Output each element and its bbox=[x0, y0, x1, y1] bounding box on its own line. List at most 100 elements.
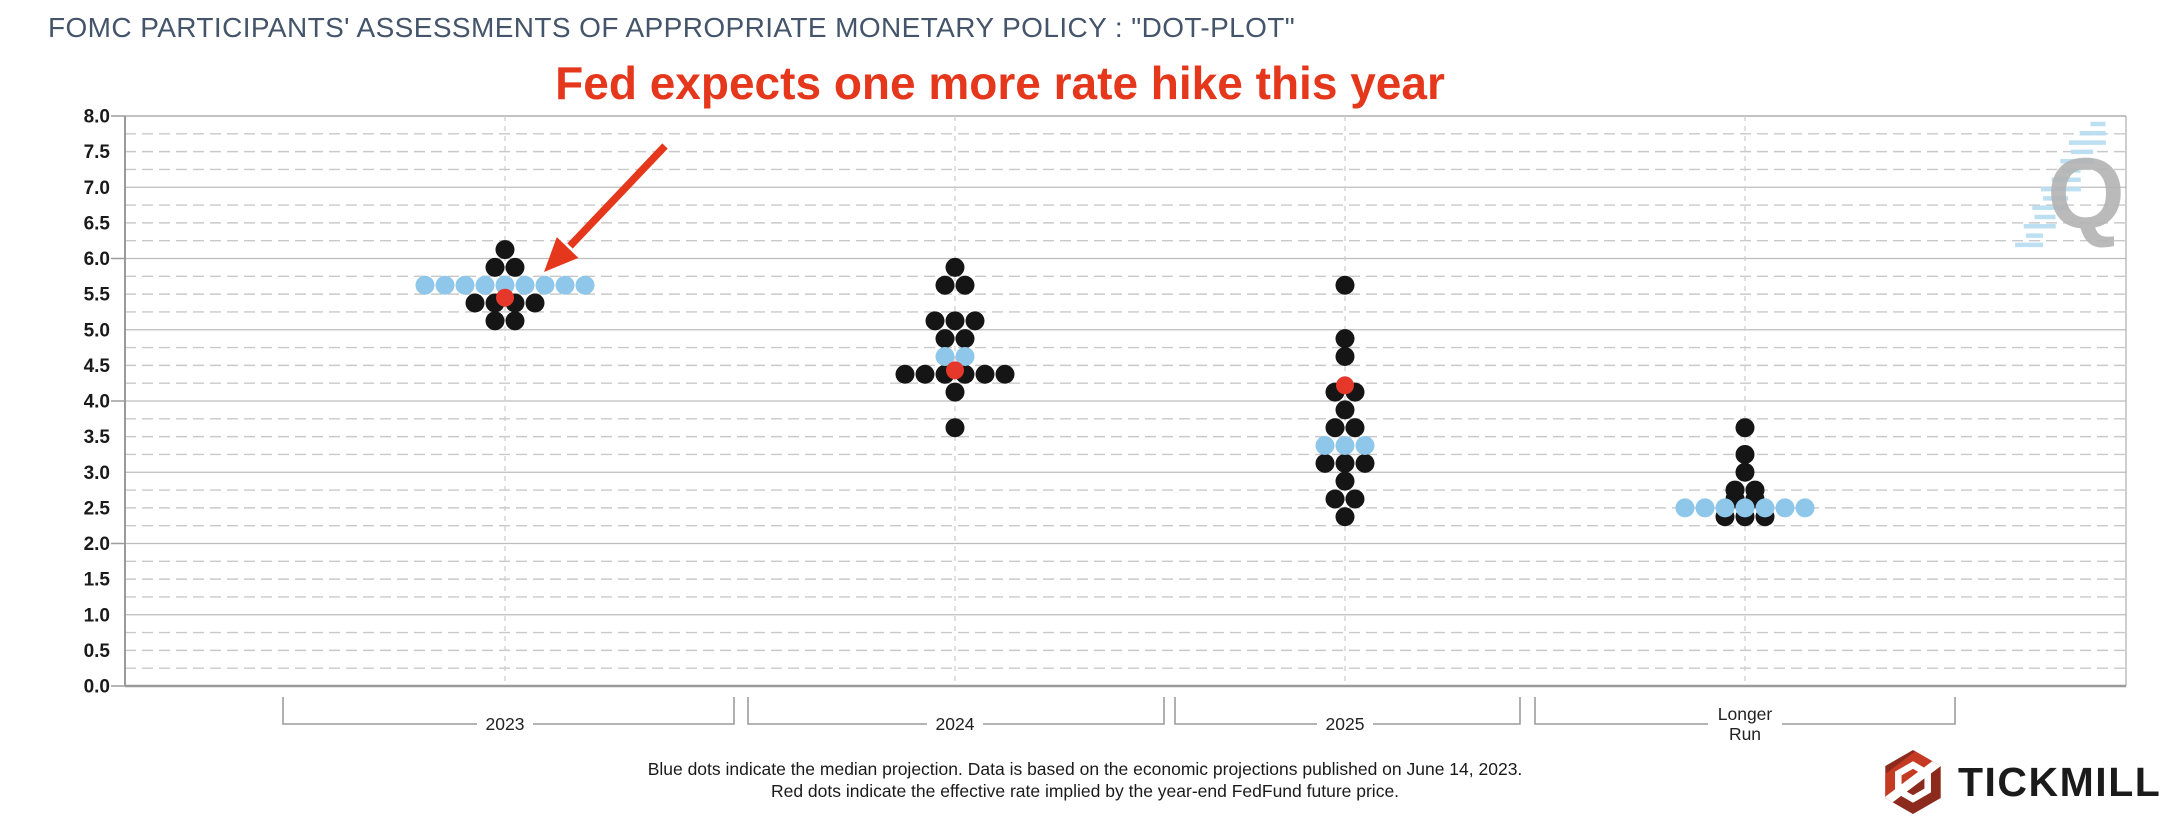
dot-black bbox=[945, 418, 965, 438]
brand-logo: TICKMILL bbox=[1880, 748, 2170, 816]
dot-blue-median bbox=[535, 275, 555, 295]
x-axis-group-label: 2024 bbox=[936, 714, 975, 734]
y-axis-tick-label: 3.0 bbox=[84, 463, 110, 484]
dot-black bbox=[1735, 462, 1755, 482]
dot-black bbox=[505, 311, 525, 331]
dot-black bbox=[1335, 471, 1355, 491]
dot-blue-median bbox=[1795, 498, 1815, 518]
dot-blue-median bbox=[435, 275, 455, 295]
x-axis-group-label: 2025 bbox=[1326, 714, 1365, 734]
y-axis-tick-label: 7.0 bbox=[84, 178, 110, 199]
footer-note-red: Red dots indicate the effective rate imp… bbox=[770, 781, 1400, 801]
dot-black bbox=[525, 293, 545, 313]
watermark-letter: Q bbox=[2047, 138, 2125, 250]
dot-black bbox=[935, 275, 955, 295]
dot-blue-median bbox=[955, 346, 975, 366]
y-axis-tick-label: 4.0 bbox=[84, 392, 110, 413]
dot-black bbox=[945, 311, 965, 331]
dot-black bbox=[485, 311, 505, 331]
dot-black bbox=[1315, 453, 1335, 473]
y-axis-tick-label: 6.5 bbox=[84, 213, 111, 234]
dot-blue-median bbox=[1675, 498, 1695, 518]
dot-black bbox=[945, 257, 965, 277]
dot-black bbox=[495, 240, 515, 260]
dot-black bbox=[955, 275, 975, 295]
dot-blue-median bbox=[1735, 498, 1755, 518]
dot-blue-median bbox=[1695, 498, 1715, 518]
dot-black bbox=[1735, 418, 1755, 438]
y-axis-tick-label: 8.0 bbox=[84, 107, 110, 128]
tickmill-hexagon-icon bbox=[1885, 750, 1941, 814]
y-axis-tick-label: 0.5 bbox=[84, 641, 111, 662]
dot-black bbox=[1735, 444, 1755, 464]
dot-blue-median bbox=[1755, 498, 1775, 518]
dot-black bbox=[1345, 489, 1365, 509]
chart-title: FOMC PARTICIPANTS' ASSESSMENTS OF APPROP… bbox=[48, 12, 1296, 43]
dot-black bbox=[975, 364, 995, 384]
annotation-arrow-shaft bbox=[567, 143, 668, 249]
dot-blue-median bbox=[1315, 436, 1335, 456]
dot-blue-median bbox=[1775, 498, 1795, 518]
x-axis-label-bg bbox=[1317, 713, 1373, 735]
dot-black bbox=[1335, 507, 1355, 527]
dot-black bbox=[895, 364, 915, 384]
y-axis-tick-label: 3.5 bbox=[84, 427, 111, 448]
dot-black bbox=[1355, 453, 1375, 473]
y-axis-tick-label: 1.0 bbox=[84, 605, 110, 626]
x-axis-label-bg bbox=[927, 713, 983, 735]
dot-black bbox=[995, 364, 1015, 384]
dot-black bbox=[485, 257, 505, 277]
x-axis-label-bg bbox=[1708, 702, 1782, 746]
dot-black bbox=[1325, 418, 1345, 438]
dot-black bbox=[1335, 346, 1355, 366]
dot-blue-median bbox=[1355, 436, 1375, 456]
y-axis-tick-label: 2.0 bbox=[84, 534, 110, 555]
x-axis-group-label: Longer bbox=[1718, 704, 1773, 724]
dot-blue-median bbox=[475, 275, 495, 295]
dot-blue-median bbox=[555, 275, 575, 295]
y-axis-tick-label: 0.0 bbox=[84, 677, 110, 698]
dot-black bbox=[1335, 275, 1355, 295]
dot-blue-median bbox=[415, 275, 435, 295]
y-axis-tick-label: 2.5 bbox=[84, 498, 111, 519]
dot-red-future bbox=[1336, 376, 1354, 395]
dot-blue-median bbox=[1715, 498, 1735, 518]
dot-blue-median bbox=[575, 275, 595, 295]
annotation-headline: Fed expects one more rate hike this year bbox=[555, 57, 1445, 109]
x-axis-group-label: Run bbox=[1729, 724, 1761, 744]
dot-blue-median bbox=[455, 275, 475, 295]
y-axis-tick-label: 5.5 bbox=[84, 285, 111, 306]
y-axis-tick-label: 6.0 bbox=[84, 249, 110, 270]
dot-black bbox=[935, 329, 955, 349]
brand-name: TICKMILL bbox=[1958, 758, 2162, 805]
dot-black bbox=[1325, 489, 1345, 509]
footer-notes: Blue dots indicate the median projection… bbox=[0, 758, 2170, 802]
footer-note-blue: Blue dots indicate the median projection… bbox=[647, 759, 1523, 779]
dot-black bbox=[1335, 400, 1355, 420]
dot-black bbox=[1335, 329, 1355, 349]
dot-black bbox=[915, 364, 935, 384]
dot-blue-median bbox=[495, 275, 515, 295]
dot-blue-median bbox=[515, 275, 535, 295]
dot-black bbox=[1335, 453, 1355, 473]
dot-blue-median bbox=[935, 346, 955, 366]
dot-black bbox=[955, 329, 975, 349]
dot-red-future bbox=[946, 361, 964, 380]
dot-black bbox=[1345, 418, 1365, 438]
dot-red-future bbox=[496, 288, 514, 307]
y-axis-tick-label: 7.5 bbox=[84, 142, 111, 163]
dot-black bbox=[945, 382, 965, 402]
y-axis-tick-label: 5.0 bbox=[84, 320, 110, 341]
x-axis-label-bg bbox=[477, 713, 533, 735]
y-axis-tick-label: 4.5 bbox=[84, 356, 111, 377]
dot-black bbox=[465, 293, 485, 313]
x-axis-group-label: 2023 bbox=[486, 714, 525, 734]
dot-black bbox=[505, 257, 525, 277]
dot-black bbox=[925, 311, 945, 331]
dot-black bbox=[965, 311, 985, 331]
dot-blue-median bbox=[1335, 436, 1355, 456]
y-axis-tick-label: 1.5 bbox=[84, 570, 111, 591]
annotation-arrow-head bbox=[544, 237, 579, 272]
